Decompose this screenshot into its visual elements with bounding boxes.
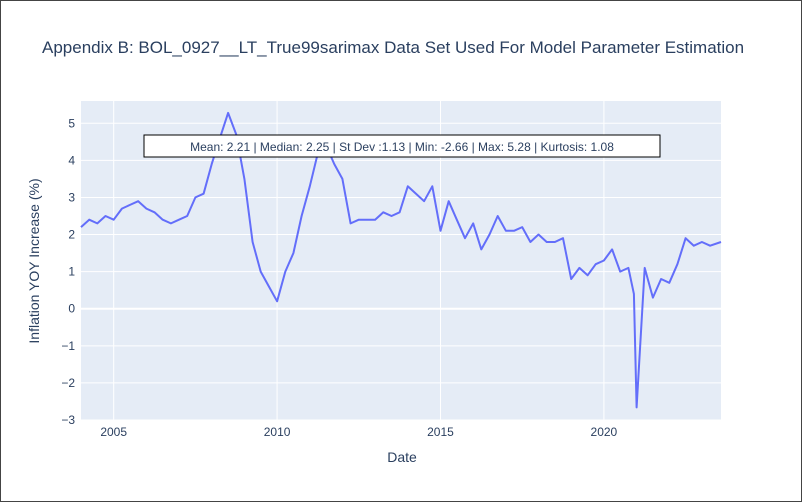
- y-tick-label: −1: [61, 339, 75, 353]
- gridlines: [81, 101, 721, 421]
- y-tick-label: 1: [68, 265, 75, 279]
- y-tick-label: 0: [68, 302, 75, 316]
- y-axis-ticks: −3 −2 −1 0 1 2 3 4 5: [61, 116, 75, 427]
- y-tick-label: 5: [68, 116, 75, 130]
- x-axis-title: Date: [387, 449, 417, 465]
- x-tick-label: 2010: [264, 425, 291, 439]
- stats-annotation-text: Mean: 2.21 | Median: 2.25 | St Dev :1.13…: [190, 140, 614, 154]
- x-tick-label: 2015: [427, 425, 454, 439]
- y-tick-label: 2: [68, 228, 75, 242]
- series-line: [80, 111, 722, 409]
- y-tick-label: −2: [61, 376, 75, 390]
- y-tick-label: 3: [68, 190, 75, 204]
- x-tick-label: 2020: [591, 425, 618, 439]
- x-tick-label: 2005: [100, 425, 127, 439]
- stats-annotation: Mean: 2.21 | Median: 2.25 | St Dev :1.13…: [143, 134, 661, 158]
- chart-title: Appendix B: BOL_0927__LT_True99sarimax D…: [42, 38, 744, 57]
- series-line-layer: [80, 111, 722, 409]
- y-axis-title: Inflation YOY Increase (%): [26, 178, 42, 343]
- x-axis-ticks: 2005 2010 2015 2020: [100, 425, 617, 439]
- stats-annotation-box: [143, 134, 661, 158]
- y-tick-label: −3: [61, 413, 75, 427]
- y-tick-label: 4: [68, 153, 75, 167]
